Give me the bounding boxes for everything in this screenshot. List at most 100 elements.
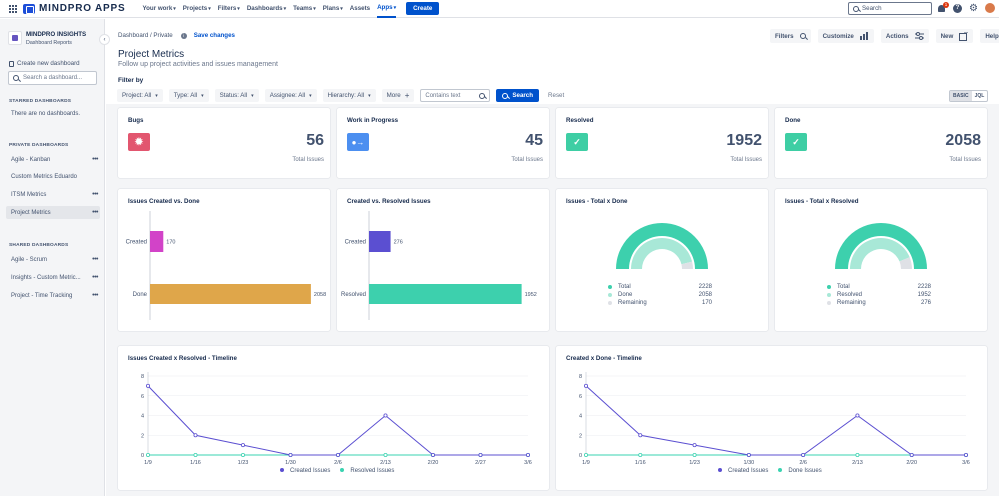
filters-button[interactable]: Filters <box>770 29 811 43</box>
customize-button[interactable]: Customize <box>817 29 874 43</box>
collapse-sidebar-icon[interactable]: ‹ <box>99 34 110 45</box>
sliders-icon <box>914 32 924 40</box>
chart-card-created-vs-done[interactable]: Issues Created vs. Done Created 170 Done 20… <box>118 189 330 331</box>
data-point <box>193 433 198 438</box>
help-button[interactable]: Help <box>980 29 999 43</box>
query-mode-toggle: BASIC JQL <box>949 90 989 102</box>
stat-card-resolved[interactable]: Resolved ✓ 1952 Total Issues <box>556 108 768 178</box>
more-icon[interactable]: ••• <box>92 292 98 299</box>
y-tick-label: 4 <box>141 414 144 420</box>
data-point <box>478 453 483 458</box>
dashboard-search-input[interactable]: Search a dashboard... <box>8 71 97 85</box>
nav-dashboards[interactable]: Dashboards ▾ <box>247 0 286 18</box>
customize-label: Customize <box>822 32 854 40</box>
breadcrumb-text[interactable]: Dashboard / Private <box>118 32 173 39</box>
legend-item[interactable]: Created Issues <box>718 468 768 474</box>
legend-item[interactable]: Created Issues <box>280 468 330 474</box>
sidebar-item-time-tracking[interactable]: Project - Time Tracking ••• <box>6 289 100 302</box>
sidebar-item-agile-scrum[interactable]: Agile - Scrum ••• <box>6 253 100 266</box>
data-point <box>855 453 860 458</box>
sidebar-item-custom-metrics[interactable]: Custom Metrics Eduardo <box>6 170 100 183</box>
more-icon[interactable]: ••• <box>92 191 98 198</box>
nav-assets[interactable]: Assets <box>350 0 370 18</box>
stat-card-bugs[interactable]: Bugs ✹ 56 Total Issues <box>118 108 330 178</box>
legend-value: 2228 <box>917 284 931 290</box>
save-changes-link[interactable]: Save changes <box>193 32 235 39</box>
sidebar-item-insights-custom[interactable]: Insights - Custom Metric... ••• <box>6 271 100 284</box>
y-tick-label: 8 <box>141 374 144 380</box>
reset-button[interactable]: Reset <box>548 92 565 99</box>
new-button[interactable]: New <box>935 29 974 43</box>
y-tick-label: 6 <box>141 394 144 400</box>
global-search-input[interactable]: Search <box>848 2 932 15</box>
bug-icon: ✹ <box>128 133 150 151</box>
app-switcher-icon[interactable] <box>9 4 17 13</box>
gauge-legend: Total 2228 Resolved 1952 Remaining 276 <box>827 283 931 307</box>
filter-hierarchy[interactable]: Hierarchy: All ▾ <box>322 89 376 102</box>
help-icon[interactable]: ? <box>953 3 962 13</box>
info-icon[interactable]: i <box>180 32 187 39</box>
legend-row: Remaining 276 <box>827 299 931 307</box>
chart-card-total-x-done[interactable]: Issues - Total x Done Total 2228 Done 2058 R… <box>556 189 768 331</box>
chart-card-created-done-timeline[interactable]: Created x Done - Timeline 0 2 4 6 8 1/9 1/16 1/… <box>556 346 987 490</box>
filter-more[interactable]: More + <box>381 89 415 102</box>
sidebar-item-itsm-metrics[interactable]: ITSM Metrics ••• <box>6 188 100 201</box>
gear-icon[interactable]: ⚙ <box>969 2 978 14</box>
x-tick-label: 1/9 <box>144 460 152 466</box>
filter-assignee[interactable]: Assignee: All ▾ <box>264 89 317 102</box>
filter-project[interactable]: Project: All ▾ <box>117 89 163 102</box>
stat-card-wip[interactable]: Work in Progress ●→ 45 Total Issues <box>337 108 549 178</box>
chart-card-total-x-resolved[interactable]: Issues - Total x Resolved Total 2228 Resol… <box>775 189 987 331</box>
stat-card-done[interactable]: Done ✓ 2058 Total Issues <box>775 108 987 178</box>
notifications-icon[interactable]: 1 <box>937 1 949 13</box>
nav-label: Teams <box>293 5 313 12</box>
nav-filters[interactable]: Filters ▾ <box>218 0 240 18</box>
chart-legend: Created Issues Done Issues <box>718 468 822 474</box>
more-icon[interactable]: ••• <box>92 256 98 263</box>
stat-value: 1952 <box>726 132 762 149</box>
logo-icon[interactable] <box>23 3 35 14</box>
nav-apps[interactable]: Apps ▾ <box>377 0 397 18</box>
data-point <box>145 453 150 458</box>
legend-item[interactable]: Resolved Issues <box>340 468 394 474</box>
more-icon[interactable]: ••• <box>92 274 98 281</box>
logo-text[interactable]: MINDPRO APPS <box>39 3 126 14</box>
sidebar-item-label: Project Metrics <box>11 209 51 216</box>
x-tick-label: 2/13 <box>852 460 863 466</box>
actions-button[interactable]: Actions <box>880 29 929 43</box>
sidebar-item-agile-kanban[interactable]: Agile - Kanban ••• <box>6 153 100 166</box>
nav-your-work[interactable]: Your work ▾ <box>142 0 175 18</box>
nav-plans[interactable]: Plans ▾ <box>323 0 343 18</box>
nav-projects[interactable]: Projects ▾ <box>183 0 211 18</box>
chevron-down-icon: ▾ <box>237 5 240 12</box>
create-dashboard-link[interactable]: Create new dashboard <box>9 60 80 67</box>
x-tick-label: 1/23 <box>689 460 700 466</box>
chart-card-created-vs-resolved[interactable]: Created vs. Resolved Issues Created 276 Re… <box>337 189 549 331</box>
top-navigation: MINDPRO APPS Your work ▾ Projects ▾ Filter… <box>0 0 999 18</box>
more-icon[interactable]: ••• <box>92 209 98 216</box>
nav-label: Your work <box>142 5 173 12</box>
create-button[interactable]: Create <box>406 2 440 15</box>
sidebar-item-project-metrics[interactable]: Project Metrics ••• <box>6 206 100 219</box>
jql-mode-button[interactable]: JQL <box>974 93 985 99</box>
filter-type[interactable]: Type: All ▾ <box>168 89 209 102</box>
basic-mode-button[interactable]: BASIC <box>950 91 972 101</box>
chart-card-created-resolved-timeline[interactable]: Issues Created x Resolved - Timeline 0 2 4… <box>118 346 549 490</box>
actions-label: Actions <box>885 32 909 40</box>
gauge-remaining-arc <box>899 257 912 269</box>
y-tick-label: 2 <box>141 433 144 439</box>
x-tick-label: 1/30 <box>285 460 296 466</box>
chart-title: Created x Done - Timeline <box>566 355 642 362</box>
search-button[interactable]: Search <box>496 89 540 102</box>
filter-status[interactable]: Status: All ▾ <box>214 89 259 102</box>
legend-item[interactable]: Done Issues <box>778 468 822 474</box>
nav-teams[interactable]: Teams ▾ <box>293 0 316 18</box>
more-icon[interactable]: ••• <box>92 156 98 163</box>
bar <box>150 231 164 252</box>
search-icon <box>502 92 509 99</box>
user-arrow-icon: ●→ <box>347 133 369 151</box>
contains-text-input[interactable]: Contains text <box>420 89 491 102</box>
create-dashboard-label: Create new dashboard <box>17 60 80 67</box>
breadcrumb: Dashboard / Private i Save changes <box>118 32 235 39</box>
avatar[interactable] <box>985 3 995 13</box>
